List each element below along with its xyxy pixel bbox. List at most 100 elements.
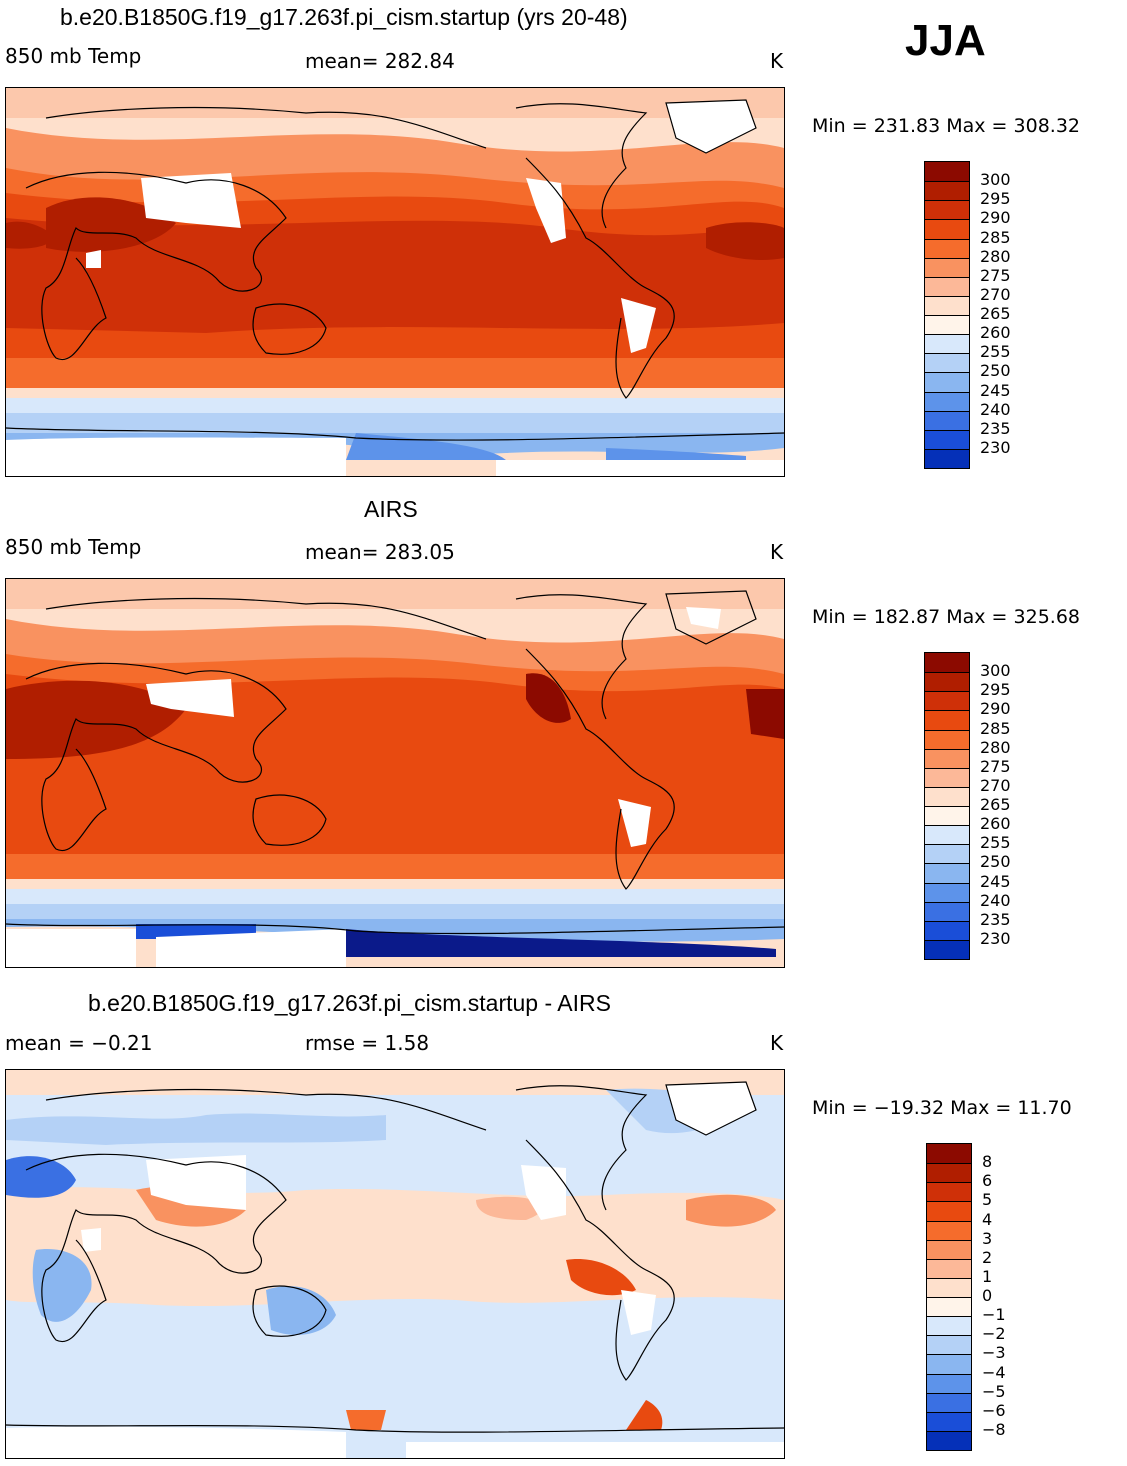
- colorbar-label: 260: [980, 814, 1011, 834]
- colorbar-swatch: [925, 691, 969, 711]
- colorbar-label: 5: [982, 1190, 993, 1210]
- colorbar-swatch: [927, 1258, 971, 1278]
- panel2-map: [5, 578, 785, 968]
- panel2-mean: mean= 283.05: [305, 540, 455, 564]
- colorbar-label: 255: [980, 342, 1011, 362]
- panel3-mean: mean = −0.21: [5, 1031, 153, 1055]
- panel3-title: b.e20.B1850G.f19_g17.263f.pi_cism.startu…: [88, 990, 611, 1016]
- colorbar-swatch: [925, 295, 969, 315]
- colorbar-swatch: [925, 334, 969, 354]
- colorbar-label: 285: [980, 718, 1011, 738]
- colorbar-label: 295: [980, 189, 1011, 209]
- colorbar-label: 2: [982, 1247, 993, 1267]
- panel3-rmse: rmse = 1.58: [305, 1031, 430, 1055]
- colorbar-swatch: [927, 1201, 971, 1221]
- colorbar-label: 0: [982, 1286, 993, 1305]
- colorbar-swatch: [927, 1392, 971, 1412]
- colorbar-swatch: [925, 353, 969, 373]
- colorbar-label: 290: [980, 699, 1011, 719]
- panel2-title: AIRS: [364, 496, 418, 522]
- panel1-min-max: Min = 231.83 Max = 308.32: [812, 115, 1080, 137]
- colorbar-label: −3: [982, 1343, 1006, 1363]
- colorbar-swatch: [925, 863, 969, 883]
- colorbar-label: 275: [980, 265, 1011, 285]
- colorbar-label: 285: [980, 227, 1011, 247]
- colorbar-swatch: [925, 672, 969, 692]
- colorbar-swatch: [925, 276, 969, 296]
- colorbar-swatch: [927, 1430, 971, 1450]
- colorbar-label: −5: [982, 1381, 1006, 1401]
- colorbar-swatch: [927, 1220, 971, 1240]
- colorbar-swatch: [925, 391, 969, 411]
- colorbar-label: 300: [980, 661, 1011, 681]
- colorbar-label: 270: [980, 284, 1011, 304]
- colorbar-swatch: [925, 729, 969, 749]
- colorbar-swatch: [927, 1277, 971, 1297]
- panel3-min-max: Min = −19.32 Max = 11.70: [812, 1097, 1072, 1119]
- colorbar-label: 300: [980, 170, 1011, 190]
- colorbar-label: −8: [982, 1419, 1006, 1439]
- colorbar-swatch: [927, 1144, 971, 1164]
- colorbar-label: 265: [980, 795, 1011, 814]
- colorbar-label: 235: [980, 909, 1011, 929]
- panel3-map: [5, 1069, 785, 1459]
- colorbar-swatch: [925, 939, 969, 959]
- colorbar-swatch: [925, 200, 969, 220]
- colorbar-swatch: [927, 1239, 971, 1259]
- colorbar-swatch: [925, 901, 969, 921]
- panel2-colorbar: [924, 652, 970, 960]
- colorbar-swatch: [927, 1354, 971, 1374]
- colorbar-label: 245: [980, 380, 1011, 400]
- colorbar-swatch: [925, 825, 969, 845]
- colorbar-swatch: [925, 410, 969, 430]
- colorbar-swatch: [925, 786, 969, 806]
- colorbar-label: 235: [980, 418, 1011, 438]
- colorbar-label: 6: [982, 1171, 993, 1191]
- colorbar-label: 240: [980, 399, 1011, 419]
- colorbar-swatch: [927, 1411, 971, 1431]
- colorbar-label: 280: [980, 246, 1011, 266]
- colorbar-label: 250: [980, 852, 1011, 872]
- colorbar-swatch: [927, 1163, 971, 1183]
- panel1-title: b.e20.B1850G.f19_g17.263f.pi_cism.startu…: [60, 4, 628, 30]
- colorbar-swatch: [925, 315, 969, 335]
- panel2-units: K: [770, 540, 784, 564]
- colorbar-swatch: [925, 844, 969, 864]
- colorbar-swatch: [925, 882, 969, 902]
- colorbar-label: 240: [980, 890, 1011, 910]
- colorbar-swatch: [925, 653, 969, 673]
- colorbar-label: 3: [982, 1228, 993, 1248]
- colorbar-swatch: [927, 1335, 971, 1355]
- colorbar-label: 8: [982, 1152, 993, 1172]
- colorbar-swatch: [925, 181, 969, 201]
- colorbar-swatch: [927, 1316, 971, 1336]
- panel1-variable: 850 mb Temp: [5, 44, 142, 68]
- panel1-units: K: [770, 49, 784, 73]
- colorbar-label: 265: [980, 304, 1011, 323]
- colorbar-label: −1: [982, 1305, 1006, 1325]
- colorbar-label: 250: [980, 361, 1011, 381]
- colorbar-label: −2: [982, 1324, 1006, 1344]
- colorbar-swatch: [925, 429, 969, 449]
- colorbar-label: 255: [980, 833, 1011, 853]
- panel2-variable: 850 mb Temp: [5, 535, 142, 559]
- colorbar-swatch: [925, 920, 969, 940]
- colorbar-swatch: [925, 448, 969, 468]
- colorbar-label: 280: [980, 737, 1011, 757]
- colorbar-swatch: [925, 219, 969, 239]
- colorbar-label: 270: [980, 775, 1011, 795]
- colorbar-label: 230: [980, 928, 1011, 948]
- colorbar-swatch: [925, 257, 969, 277]
- season-label: JJA: [905, 16, 986, 65]
- panel1-mean: mean= 282.84: [305, 49, 455, 73]
- colorbar-swatch: [927, 1182, 971, 1202]
- colorbar-label: −6: [982, 1400, 1006, 1420]
- colorbar-label: 275: [980, 756, 1011, 776]
- panel1-colorbar: [924, 161, 970, 469]
- colorbar-swatch: [927, 1297, 971, 1317]
- colorbar-swatch: [927, 1373, 971, 1393]
- colorbar-label: 245: [980, 871, 1011, 891]
- colorbar-swatch: [925, 238, 969, 258]
- colorbar-label: 295: [980, 680, 1011, 700]
- panel2-min-max: Min = 182.87 Max = 325.68: [812, 606, 1080, 628]
